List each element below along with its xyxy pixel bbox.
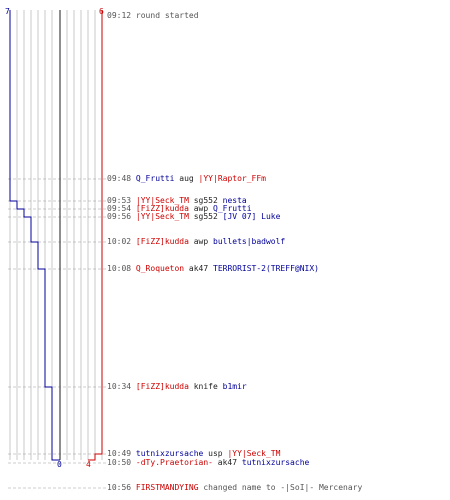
event-time: 09:53: [107, 196, 132, 205]
event-text: nesta: [222, 196, 247, 205]
timeline-grid: [9, 10, 103, 460]
event-row: 10:02 [FiZZ]kudda awp bullets|badwolf: [107, 237, 285, 247]
event-text: changed name to -|SoI|- Mercenary: [198, 483, 363, 492]
event-row: 10:08 Q_Roqueton ak47 TERRORIST-2(TREFF@…: [107, 264, 319, 274]
event-time: 09:54: [107, 204, 132, 213]
event-guide-lines: [8, 178, 106, 489]
event-row: 10:34 [FiZZ]kudda knife b1mir: [107, 382, 247, 392]
event-time: 10:02: [107, 237, 132, 246]
event-text: usp: [203, 449, 228, 458]
event-row: 09:56 |YY|Seck_TM sg552 [JV 07] Luke: [107, 212, 280, 222]
event-text: sg552: [188, 212, 223, 221]
event-text: |YY|Seck_TM: [227, 449, 281, 458]
blue-end-count: 0: [57, 460, 62, 469]
event-text: awp: [188, 204, 213, 213]
event-text: [FiZZ]kudda: [135, 382, 189, 391]
event-text: b1mir: [222, 382, 247, 391]
event-text: Q_Frutti: [135, 174, 175, 183]
event-text: round started: [135, 11, 199, 20]
event-row: 09:12 round started: [107, 11, 199, 21]
event-text: sg552: [188, 196, 223, 205]
red-start-count: 6: [99, 7, 104, 16]
event-text: aug: [174, 174, 199, 183]
event-text: |YY|Seck_TM: [135, 196, 189, 205]
event-time: 10:08: [107, 264, 132, 273]
event-time: 10:50: [107, 458, 132, 467]
event-text: tutnixzursache: [241, 458, 310, 467]
event-time: 10:49: [107, 449, 132, 458]
event-text: Q_Frutti: [213, 204, 252, 213]
event-text: [JV 07] Luke: [222, 212, 281, 221]
red-end-count: 4: [86, 460, 91, 469]
event-text: ak47: [184, 264, 213, 273]
event-text: [FiZZ]kudda: [135, 237, 189, 246]
event-row: 09:54 [FiZZ]kudda awp Q_Frutti: [107, 204, 252, 214]
event-text: FIRSTMANDYING: [135, 483, 199, 492]
event-text: TERRORIST-2(TREFF@NIX): [213, 264, 319, 273]
event-text: awp: [188, 237, 213, 246]
blue-team-line: [9, 10, 60, 461]
event-time: 09:56: [107, 212, 132, 221]
event-time: 09:12: [107, 11, 132, 20]
event-text: bullets|badwolf: [213, 237, 286, 246]
event-text: |YY|Raptor_FFm: [198, 174, 266, 183]
event-text: ak47: [212, 458, 242, 467]
blue-start-count: 7: [5, 7, 10, 16]
event-text: tutnixzursache: [135, 449, 204, 458]
event-text: |YY|Seck_TM: [135, 212, 189, 221]
event-log: 09:12 round started 09:48 Q_Frutti aug |Y…: [107, 0, 450, 500]
event-text: Q_Roqueton: [135, 264, 185, 273]
event-text: -dTy.Praetorian-: [135, 458, 213, 467]
event-row: 10:50 -dTy.Praetorian- ak47 tutnixzursac…: [107, 458, 309, 468]
event-time: 09:48: [107, 174, 132, 183]
event-row: 09:53 |YY|Seck_TM sg552 nesta: [107, 196, 247, 206]
event-text: [FiZZ]kudda: [135, 204, 189, 213]
event-text: knife: [188, 382, 223, 391]
event-time: 10:56: [107, 483, 132, 492]
event-row: 10:49 tutnixzursache usp |YY|Seck_TM: [107, 449, 280, 459]
event-time: 10:34: [107, 382, 132, 391]
event-row: 09:48 Q_Frutti aug |YY|Raptor_FFm: [107, 174, 266, 184]
score-timeline-chart: 7 6 0 4: [5, 7, 106, 489]
red-team-line: [88, 10, 103, 461]
event-row: 10:56 FIRSTMANDYING changed name to -|So…: [107, 483, 362, 493]
